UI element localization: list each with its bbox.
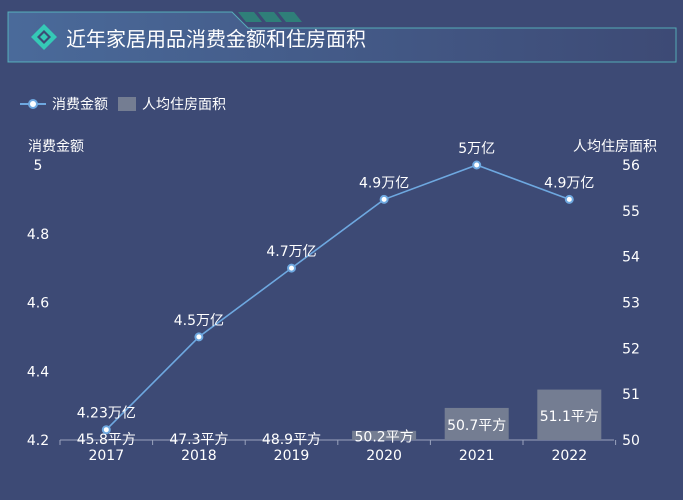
legend-label-bar: 人均住房面积 xyxy=(142,97,226,113)
y-left-tick-label: 4.6 xyxy=(27,296,49,312)
x-axis: 2017 2018 2019 2020 2021 2022 xyxy=(59,440,617,464)
chart-title: 近年家居用品消费金额和住房面积 xyxy=(66,27,366,51)
bar-2020[interactable] xyxy=(352,430,417,440)
x-tick-label: 2017 xyxy=(88,448,124,464)
y-right-tick-label: 50 xyxy=(622,433,640,449)
line-point-2020[interactable] xyxy=(379,194,389,204)
y-left-tick-label: 4.2 xyxy=(27,433,49,449)
y-right-tick-label: 53 xyxy=(622,296,640,312)
bar-data-label: 47.3平方 xyxy=(169,432,228,448)
line-data-label: 4.23万亿 xyxy=(77,406,136,422)
y-right-tick-label: 52 xyxy=(622,341,640,357)
line-data-label: 5万亿 xyxy=(458,141,495,157)
x-tick-label: 2022 xyxy=(551,448,587,464)
line-data-label: 4.9万亿 xyxy=(544,175,594,191)
y-right-tick-label: 55 xyxy=(622,204,640,220)
bar-data-label: 50.7平方 xyxy=(447,418,506,434)
title-banner: 近年家居用品消费金额和住房面积 xyxy=(7,11,677,63)
line-data-label: 4.9万亿 xyxy=(359,175,409,191)
bar-data-label: 45.8平方 xyxy=(77,432,136,448)
bar-data-label: 50.2平方 xyxy=(355,429,414,445)
y-left-axis-title: 消费金额 xyxy=(28,139,84,155)
legend-label-line: 消费金额 xyxy=(52,97,108,113)
line-path xyxy=(105,164,570,431)
y-right-tick-label: 51 xyxy=(622,387,640,403)
legend-item-line[interactable]: 消费金额 xyxy=(20,97,108,113)
title-deco-stripes xyxy=(238,12,302,22)
legend: 消费金额 人均住房面积 xyxy=(20,97,226,113)
x-tick-label: 2019 xyxy=(274,448,310,464)
line-point-2019[interactable] xyxy=(287,263,296,273)
y-left-tick-label: 5 xyxy=(34,158,43,174)
legend-item-bar[interactable]: 人均住房面积 xyxy=(118,97,226,113)
x-tick-label: 2020 xyxy=(366,448,402,464)
y-right-tick-label: 56 xyxy=(622,158,640,174)
line-point-2021[interactable] xyxy=(472,160,482,170)
bar-series: 45.8平方 47.3平方 48.9平方 50.2平方 50.7平方 51.1平方 xyxy=(77,389,602,448)
diamond-icon xyxy=(31,24,57,50)
y-left-tick-label: 4.4 xyxy=(27,364,49,380)
line-point-2018[interactable] xyxy=(194,332,204,342)
line-series: 4.23万亿 4.5万亿 4.7万亿 4.9万亿 5万亿 4.9万亿 xyxy=(77,141,594,435)
y-left-axis: 4.2 4.4 4.6 4.8 5 xyxy=(27,158,49,449)
line-data-label: 4.7万亿 xyxy=(266,244,316,260)
line-data-label: 4.5万亿 xyxy=(174,313,224,329)
x-tick-label: 2018 xyxy=(181,448,217,464)
y-right-tick-label: 54 xyxy=(622,250,640,266)
y-left-tick-label: 4.8 xyxy=(27,227,49,243)
bar-data-label: 48.9平方 xyxy=(262,432,321,448)
bar-data-label: 51.1平方 xyxy=(540,409,599,425)
y-right-axis: 50 51 52 53 54 55 56 xyxy=(622,158,640,449)
bar-2022[interactable] xyxy=(537,389,602,440)
line-point-2022[interactable] xyxy=(564,194,574,204)
bar-2021[interactable] xyxy=(444,407,509,440)
y-right-axis-title: 人均住房面积 xyxy=(573,139,657,155)
line-point-2017[interactable] xyxy=(101,425,111,435)
x-tick-label: 2021 xyxy=(459,448,495,464)
